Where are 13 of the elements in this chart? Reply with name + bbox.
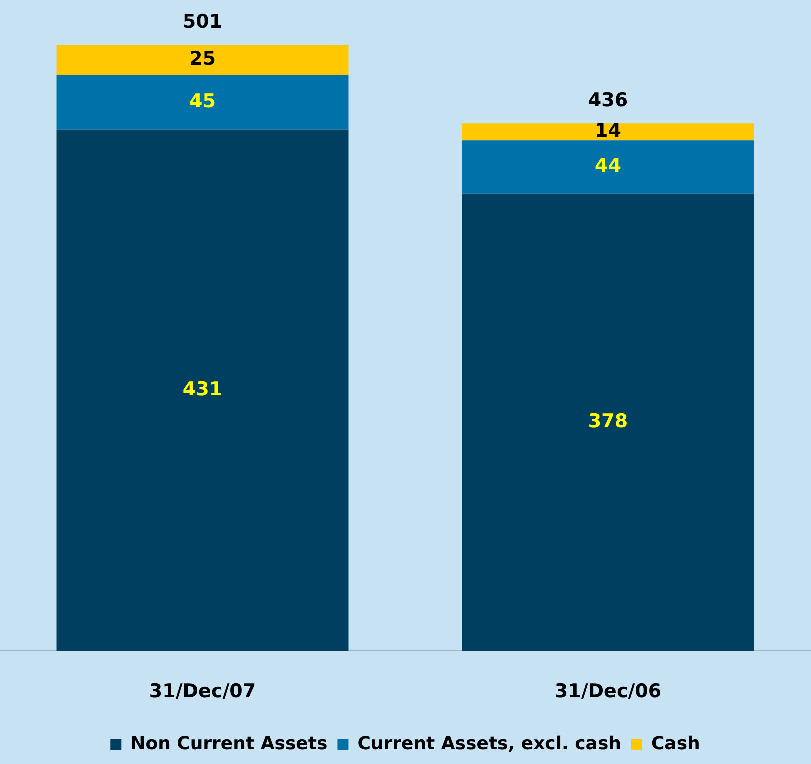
data-label: 431 (182, 378, 223, 400)
x-tick-label: 31/Dec/07 (149, 680, 256, 703)
legend-label: Cash (651, 734, 700, 755)
total-label: 436 (588, 90, 628, 112)
data-label: 45 (190, 90, 216, 112)
data-label: 25 (190, 48, 216, 70)
x-tick-label: 31/Dec/06 (554, 680, 662, 703)
legend-label: Current Assets, excl. cash (358, 734, 622, 755)
data-label: 378 (588, 410, 628, 432)
legend-label: Non Current Assets (130, 734, 328, 755)
data-label: 14 (595, 120, 622, 142)
data-label: 44 (595, 155, 622, 178)
total-label: 501 (182, 10, 223, 33)
